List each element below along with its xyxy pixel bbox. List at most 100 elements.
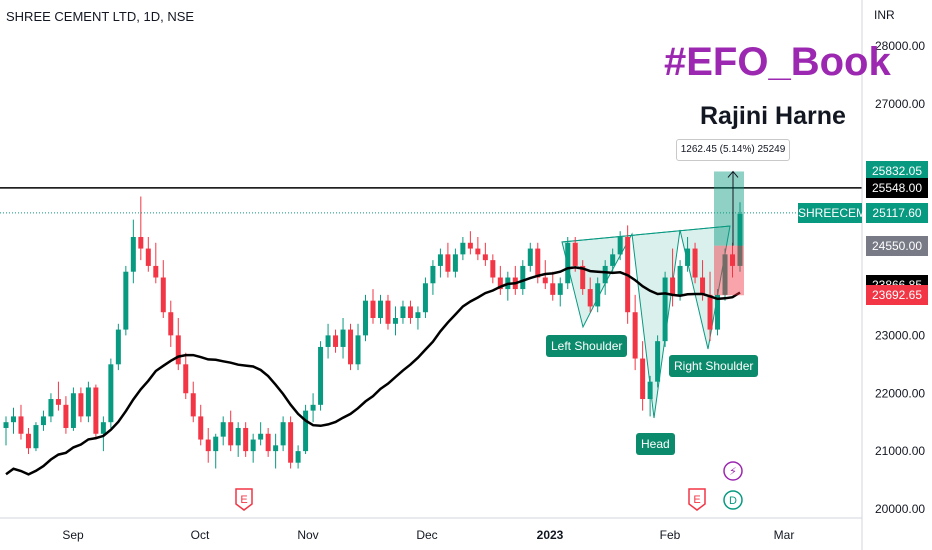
right-shoulder-label: Right Shoulder <box>669 355 759 377</box>
candle-body <box>392 318 398 324</box>
candle-body <box>662 277 668 342</box>
candle-body <box>145 248 151 266</box>
time-axis-label: Oct <box>191 528 210 542</box>
candle-body <box>243 427 249 452</box>
candle-body <box>190 393 196 417</box>
time-axis-label: Sep <box>62 528 84 542</box>
candle-body <box>198 416 204 440</box>
price-label-stop: 23692.65 <box>866 285 928 306</box>
author-name: Rajini Harne <box>700 102 846 130</box>
price-tick-label: 21000.00 <box>875 444 925 458</box>
candle-body <box>33 425 39 449</box>
candle-body <box>670 277 676 295</box>
candle-body <box>93 387 99 434</box>
candle-body <box>527 248 533 266</box>
candle-body <box>48 399 54 417</box>
measure-arrow-head <box>727 170 739 178</box>
candle-body <box>303 410 309 452</box>
earnings-marker <box>688 488 706 511</box>
candle-body <box>385 300 391 324</box>
candle-layer <box>3 196 743 469</box>
candle-body <box>565 242 571 284</box>
candle-body <box>437 254 443 266</box>
candle-body <box>655 341 661 382</box>
candle-body <box>370 300 376 319</box>
candle-body <box>730 254 736 266</box>
candle-body <box>220 422 226 437</box>
candle-body <box>647 381 653 400</box>
candle-body <box>130 236 136 272</box>
pattern-shape <box>561 225 731 419</box>
candle-body <box>3 422 9 428</box>
candle-body <box>168 312 174 336</box>
candle-body <box>460 242 466 255</box>
candle-body <box>497 277 503 290</box>
candle-body <box>452 254 458 272</box>
earnings-marker <box>235 488 253 511</box>
time-axis-label: Feb <box>660 528 681 542</box>
candle-body <box>318 346 324 405</box>
candle-body <box>325 335 331 347</box>
candle-body <box>258 433 264 440</box>
candle-body <box>310 404 316 411</box>
head-label: Head <box>636 433 675 455</box>
dividend-marker <box>723 490 743 510</box>
candle-body <box>265 433 271 452</box>
candle-body <box>587 289 593 307</box>
price-tick-label: 27000.00 <box>875 97 925 111</box>
left-shoulder-label: Left Shoulder <box>546 335 628 357</box>
overlay-layer: E E D ⚡ <box>0 170 862 511</box>
candle-body <box>273 445 279 452</box>
candle-body <box>288 422 294 463</box>
currency-label: INR <box>874 8 895 22</box>
candle-body <box>542 277 548 284</box>
symbol-title[interactable]: SHREE CEMENT LTD, 1D, NSE <box>6 9 195 24</box>
candle-body <box>595 283 601 307</box>
candle-body <box>572 242 578 266</box>
candle-body <box>183 364 189 394</box>
candle-body <box>490 260 496 278</box>
position-stop-zone <box>714 245 744 296</box>
dividend-marker-label: D <box>729 495 737 507</box>
candle-body <box>108 364 114 423</box>
candle-body <box>295 451 301 463</box>
split-marker <box>723 461 743 481</box>
candle-body <box>340 329 346 347</box>
candle-body <box>228 422 234 446</box>
time-axis-label: Nov <box>297 528 318 542</box>
candle-body <box>482 254 488 261</box>
candle-body <box>63 404 69 428</box>
candle-body <box>692 248 698 278</box>
candle-body <box>123 271 129 330</box>
candle-body <box>175 335 181 365</box>
price-label-entry: 24550.00 <box>866 235 928 256</box>
candle-body <box>475 248 481 255</box>
candle-body <box>160 277 166 313</box>
candle-body <box>610 254 616 266</box>
price-tick-label: 23000.00 <box>875 328 925 342</box>
candle-body <box>55 399 61 405</box>
price-tick-label: 20000.00 <box>875 502 925 516</box>
candle-body <box>737 213 743 266</box>
time-axis-label: Dec <box>416 528 437 542</box>
candle-body <box>363 300 369 336</box>
candle-body <box>580 265 586 290</box>
candle-body <box>115 329 121 365</box>
candle-body <box>722 254 728 295</box>
candle-body <box>617 236 623 255</box>
earnings-marker-label: E <box>693 494 700 506</box>
price-tick-label: 22000.00 <box>875 386 925 400</box>
candle-body <box>400 306 406 319</box>
candle-body <box>407 306 413 319</box>
candle-body <box>25 433 31 449</box>
candle-body <box>467 242 473 249</box>
candle-body <box>153 265 159 278</box>
candle-body <box>10 416 16 423</box>
candle-body <box>715 294 721 330</box>
candle-body <box>632 312 638 359</box>
candle-body <box>377 300 383 319</box>
candle-body <box>138 236 144 249</box>
candle-body <box>280 422 286 446</box>
candle-body <box>415 312 421 319</box>
